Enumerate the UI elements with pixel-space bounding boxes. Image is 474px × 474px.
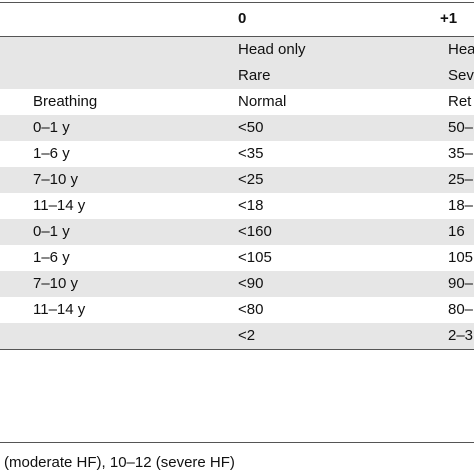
table-cell: <18: [238, 197, 264, 214]
table-row: <2 2–3: [0, 323, 474, 349]
table-cell: 1–6 y: [33, 145, 70, 162]
rule: [0, 2, 474, 3]
column-header: 0: [238, 10, 247, 27]
table-cell: 80–: [448, 301, 474, 318]
table-row: 7–10 y <25 25–: [0, 167, 474, 193]
table-cell: Ret: [448, 93, 472, 110]
table-cell: <25: [238, 171, 264, 188]
column-header: +1: [440, 10, 458, 27]
table-row: 11–14 y <80 80–: [0, 297, 474, 323]
table-cell: <35: [238, 145, 264, 162]
table-cell: <90: [238, 275, 264, 292]
table-cell: <50: [238, 119, 264, 136]
table-cell: 50–: [448, 119, 474, 136]
table-cell: 7–10 y: [33, 275, 79, 292]
table-cell: 105: [448, 249, 474, 266]
table-row: 0–1 y <50 50–: [0, 115, 474, 141]
table-row: 7–10 y <90 90–: [0, 271, 474, 297]
table-row: 1–6 y <35 35–: [0, 141, 474, 167]
table-cell: <80: [238, 301, 264, 318]
table-row: 11–14 y <18 18–: [0, 193, 474, 219]
table-cell: Head only: [238, 41, 306, 58]
table-cell: 25–: [448, 171, 474, 188]
footnote: (moderate HF), 10–12 (severe HF): [4, 454, 235, 471]
table-cell: 11–14 y: [33, 301, 86, 318]
table-cell: 0–1 y: [33, 223, 70, 240]
table-cell: 0–1 y: [33, 119, 70, 136]
table-cell: <105: [238, 249, 272, 266]
table-cell: <2: [238, 327, 256, 344]
table-cell: 90–: [448, 275, 474, 292]
rule: [0, 349, 474, 350]
rule: [0, 442, 474, 443]
table-cell: Seve: [448, 67, 474, 84]
table-cell: 18–: [448, 197, 474, 214]
table-row: Breathing Normal Ret: [0, 89, 474, 115]
table-cell: 1–6 y: [33, 249, 70, 266]
table-row: Head only Hea: [0, 37, 474, 63]
table-cell: Hea: [448, 41, 474, 58]
table-cell: 11–14 y: [33, 197, 86, 214]
table-cell: 2–3: [448, 327, 474, 344]
rule: [0, 36, 474, 37]
table-cell: 7–10 y: [33, 171, 79, 188]
table-row: Rare Seve: [0, 63, 474, 89]
table-row: 0–1 y <160 16: [0, 219, 474, 245]
table-cell: Breathing: [33, 93, 98, 110]
table-cell: Normal: [238, 93, 287, 110]
table-cell: 16: [448, 223, 465, 240]
table-cell: <160: [238, 223, 272, 240]
table-cell: 35–: [448, 145, 474, 162]
table-cell: Rare: [238, 67, 271, 84]
table-row: 1–6 y <105 105: [0, 245, 474, 271]
